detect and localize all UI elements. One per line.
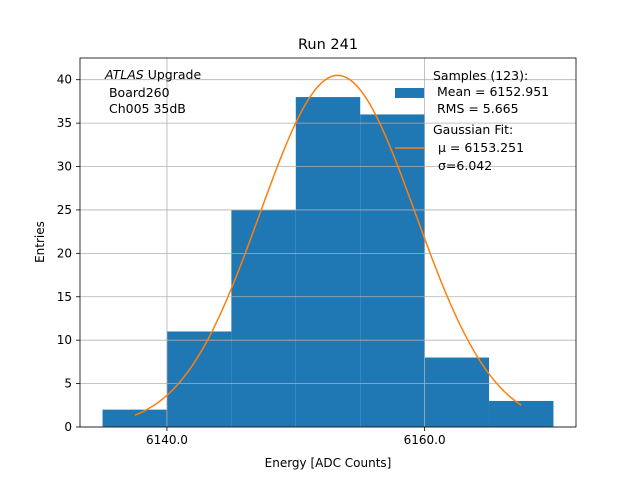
y-tick-label: 0 xyxy=(64,420,72,434)
annotation-channel: Ch005 35dB xyxy=(105,101,186,116)
y-tick-label: 10 xyxy=(57,333,72,347)
y-tick-label: 5 xyxy=(64,377,72,391)
legend-fit-mu: μ = 6153.251 xyxy=(438,140,524,155)
annotation-line-1: ATLAS Upgrade xyxy=(104,67,201,82)
x-axis-ticks: 6140.0 6160.0 xyxy=(146,427,446,447)
y-tick-label: 15 xyxy=(57,290,72,304)
x-tick-label: 6140.0 xyxy=(146,433,188,447)
annotation-board: Board260 xyxy=(105,85,170,100)
legend-fit-title: Gaussian Fit: xyxy=(433,122,513,137)
x-tick-label: 6160.0 xyxy=(404,433,446,447)
y-tick-label: 25 xyxy=(57,203,72,217)
atlas-annotation: ATLAS Upgrade Board260 Ch005 35dB xyxy=(104,67,201,116)
gaussian-fit-curve xyxy=(134,74,522,416)
annotation-upgrade: Upgrade xyxy=(144,67,202,82)
chart-title: Run 241 xyxy=(298,37,358,53)
histogram-bar xyxy=(360,114,425,427)
y-tick-label: 35 xyxy=(57,116,72,130)
histogram-bar xyxy=(489,400,554,427)
histogram-bar xyxy=(102,409,167,427)
histogram-bar xyxy=(424,357,490,427)
y-tick-label: 30 xyxy=(57,160,72,174)
legend-hist-swatch xyxy=(395,88,424,98)
plot-frame xyxy=(79,57,577,428)
x-axis-label: Energy [ADC Counts] xyxy=(265,456,392,470)
legend-hist-mean: Mean = 6152.951 xyxy=(433,84,549,99)
legend: Samples (123): Mean = 6152.951 RMS = 5.6… xyxy=(395,68,549,173)
y-axis-label: Entries xyxy=(33,221,47,263)
y-tick-label: 20 xyxy=(57,246,72,260)
histogram-bar xyxy=(231,209,296,427)
y-tick-label: 40 xyxy=(57,73,72,87)
histogram-bar xyxy=(295,97,361,427)
annotation-atlas: ATLAS xyxy=(104,67,144,82)
histogram-bar xyxy=(166,331,232,427)
legend-hist-title: Samples (123): xyxy=(433,68,528,83)
legend-fit-sigma: σ=6.042 xyxy=(438,158,492,173)
legend-hist-rms: RMS = 5.665 xyxy=(433,101,519,116)
y-axis-ticks: 0 5 10 15 20 25 30 35 40 xyxy=(57,73,80,434)
